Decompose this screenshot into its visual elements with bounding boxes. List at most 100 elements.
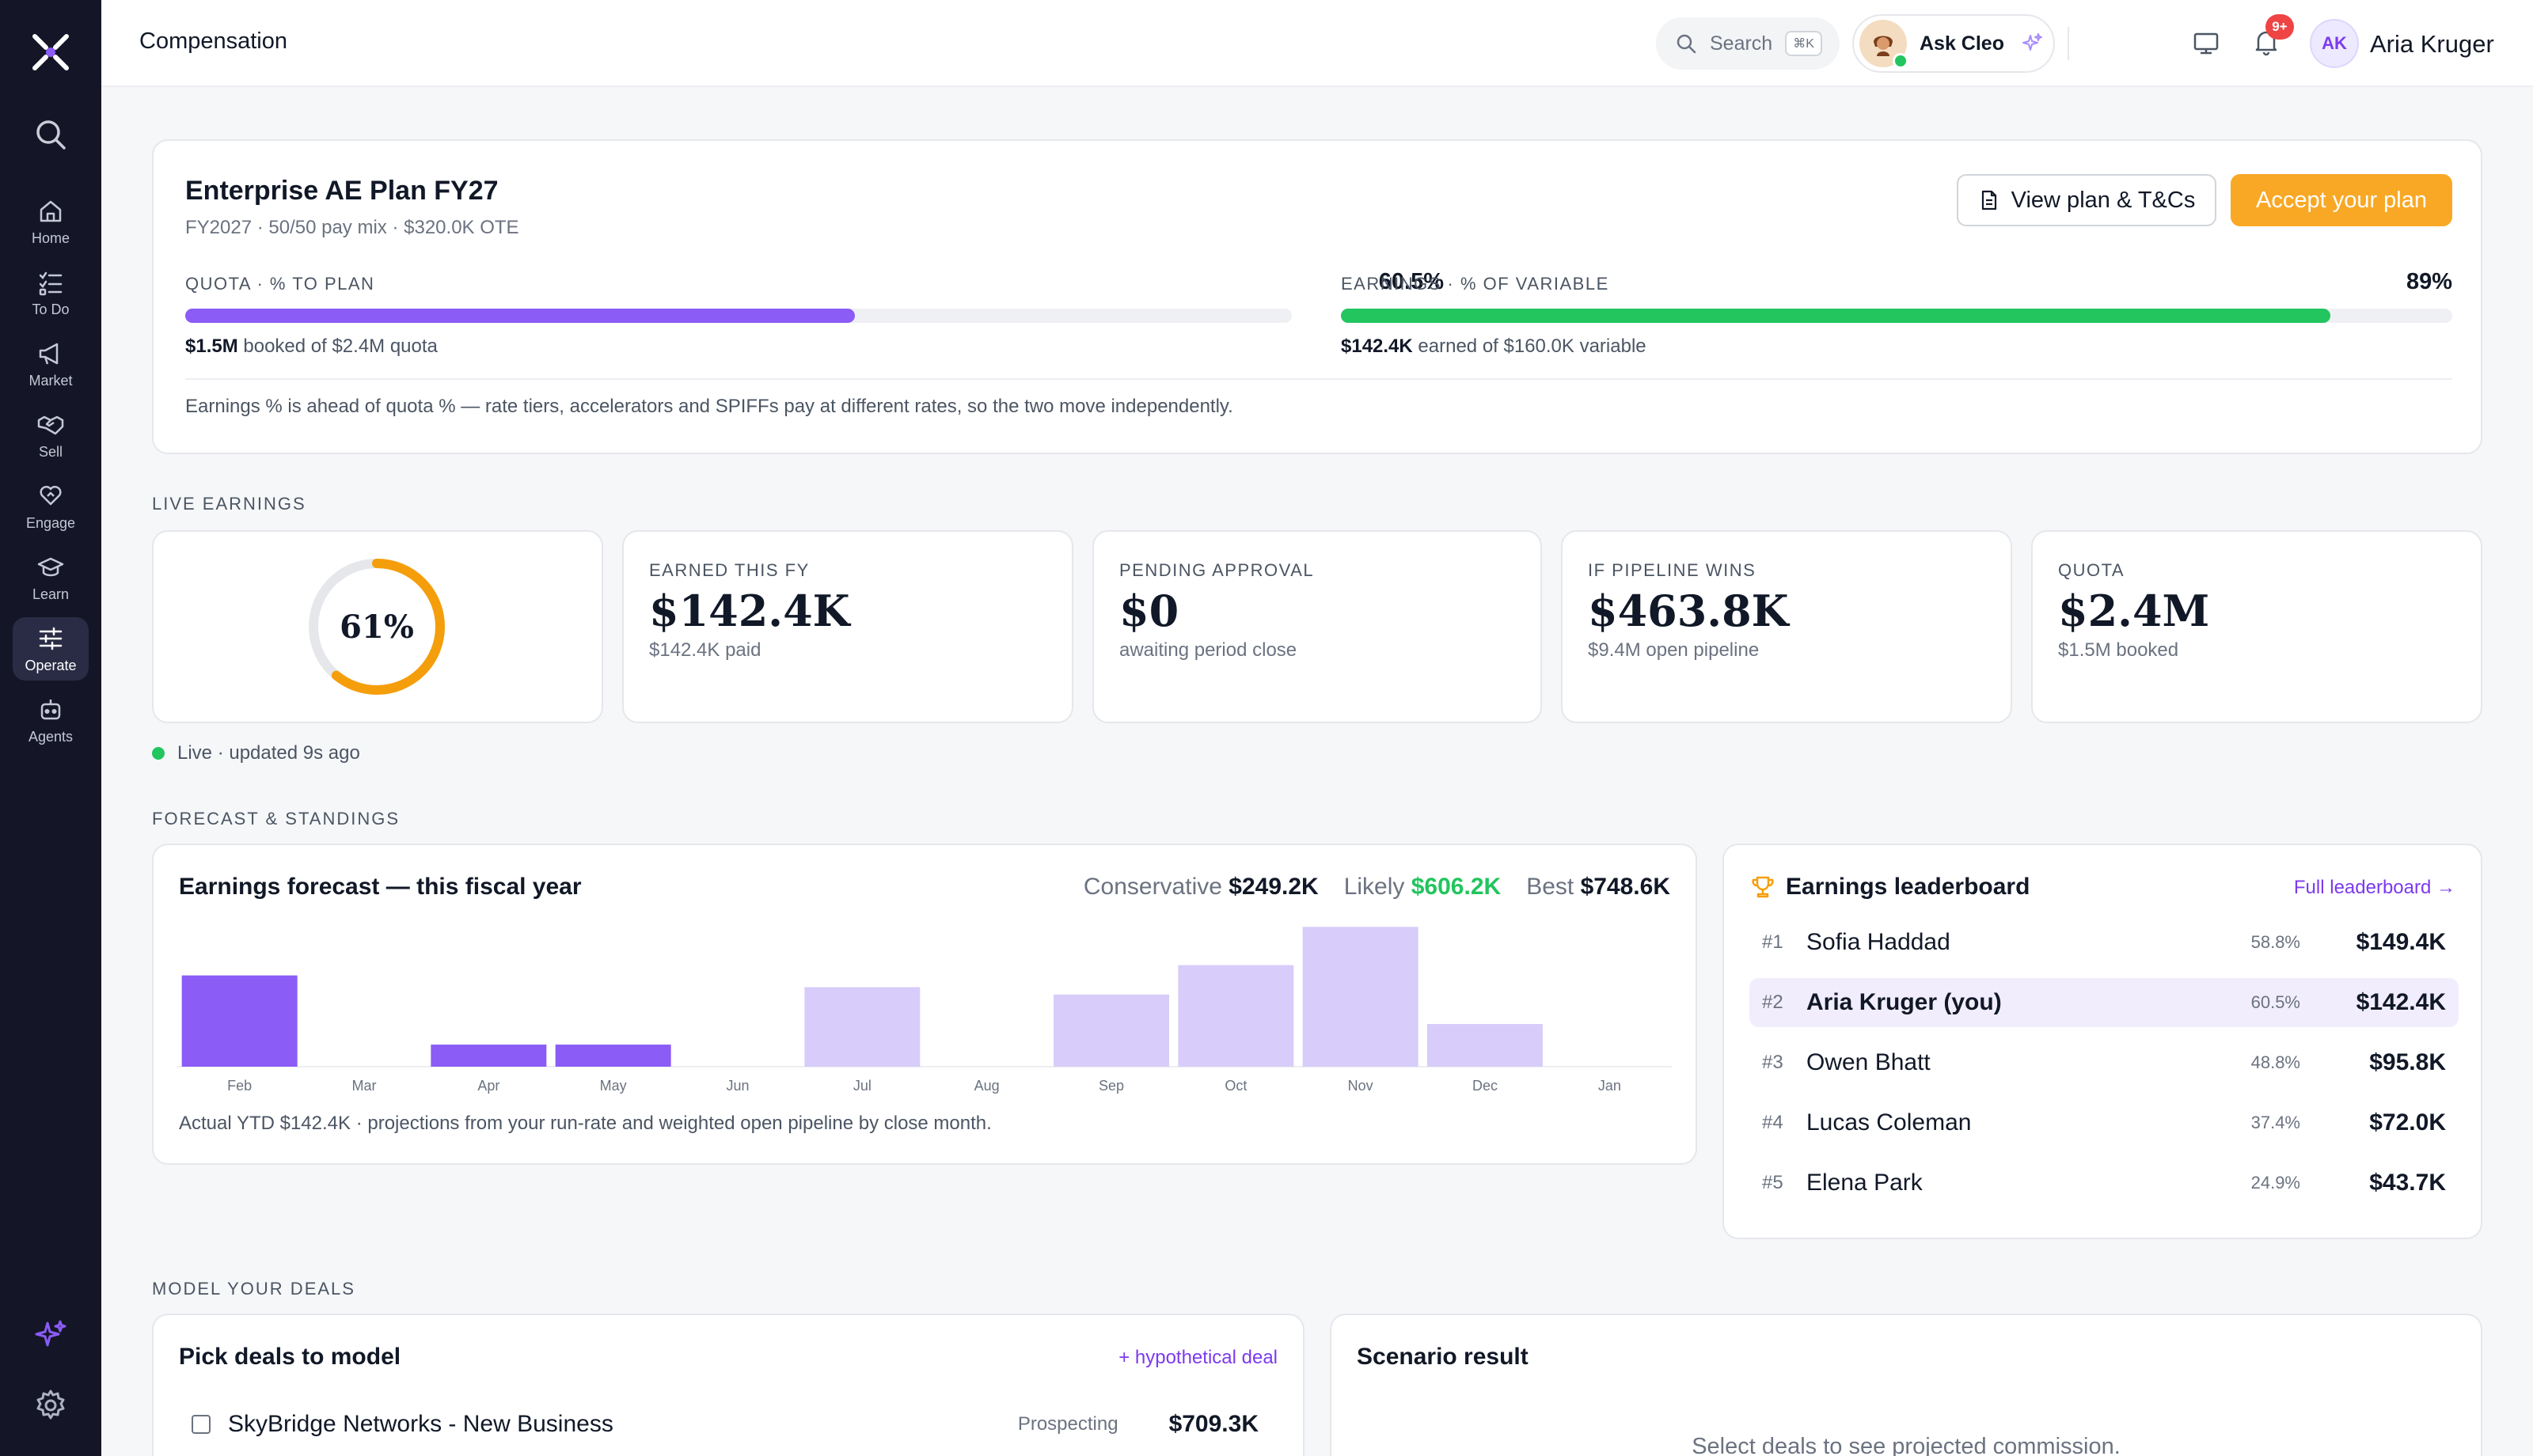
home-icon bbox=[40, 200, 62, 222]
kpi-card-pipeline: IF PIPELINE WINS $463.8K $9.4M open pipe… bbox=[1561, 530, 2012, 723]
forecast-bar-may[interactable] bbox=[555, 1045, 671, 1067]
kpi-subtext: $9.4M open pipeline bbox=[1588, 639, 1760, 661]
sidebar-item-label: Learn bbox=[32, 586, 70, 602]
leaderboard-row-current-user[interactable]: #2 Aria Kruger (you) 60.5% $142.4K bbox=[1749, 978, 2459, 1027]
divider bbox=[185, 378, 2452, 380]
graduation-cap-icon bbox=[37, 557, 64, 576]
kpi-value: $0 bbox=[1119, 586, 1179, 636]
forecast-title: Earnings forecast — this fiscal year bbox=[179, 874, 582, 900]
live-status-text: Live · updated 9s ago bbox=[177, 742, 360, 764]
gear-icon[interactable] bbox=[32, 1386, 70, 1424]
topbar-divider bbox=[2068, 27, 2069, 60]
leaderboard-title: Earnings leaderboard bbox=[1749, 874, 2030, 901]
scenario-card: Scenario result Select deals to see proj… bbox=[1330, 1314, 2482, 1456]
live-status: Live · updated 9s ago bbox=[152, 742, 360, 764]
earnings-progress-fill bbox=[1341, 309, 2330, 323]
scenario-likely: Likely $606.2K bbox=[1344, 874, 1501, 901]
leaderboard-row[interactable]: #5 Elena Park 24.9% $43.7K bbox=[1749, 1158, 2459, 1208]
sidebar-item-agents[interactable]: Agents bbox=[13, 688, 89, 752]
x-tick-label: Oct bbox=[1225, 1078, 1247, 1094]
quota-summary-rest: booked of $2.4M quota bbox=[237, 336, 438, 357]
monitor-icon[interactable] bbox=[2191, 28, 2221, 59]
sidebar-item-label: Engage bbox=[25, 514, 76, 531]
forecast-bar-nov[interactable] bbox=[1302, 927, 1418, 1067]
deals-card: Pick deals to model + hypothetical deal … bbox=[152, 1314, 1304, 1456]
sidebar-item-label: Home bbox=[31, 229, 70, 246]
scenario-value: $748.6K bbox=[1580, 874, 1670, 900]
quota-summary: $1.5M booked of $2.4M quota bbox=[185, 336, 438, 358]
view-plan-label: View plan & T&Cs bbox=[2011, 187, 2196, 213]
scenario-label: Likely bbox=[1343, 874, 1405, 900]
deal-stage: Prospecting bbox=[1017, 1413, 1118, 1435]
sidebar-item-sell[interactable]: Sell bbox=[13, 404, 89, 467]
section-label-live-earnings: LIVE EARNINGS bbox=[152, 494, 306, 514]
view-plan-button[interactable]: View plan & T&Cs bbox=[1957, 174, 2216, 226]
plan-title: Enterprise AE Plan FY27 bbox=[185, 176, 499, 206]
kpi-subtext: awaiting period close bbox=[1119, 639, 1297, 661]
forecast-bar-dec[interactable] bbox=[1427, 1024, 1543, 1067]
leaderboard-row[interactable]: #4 Lucas Coleman 37.4% $72.0K bbox=[1749, 1098, 2459, 1147]
section-label-forecast: FORECAST & STANDINGS bbox=[152, 809, 401, 828]
leaderboard-rank: #3 bbox=[1762, 1052, 1783, 1073]
sidebar-item-engage[interactable]: Engage bbox=[13, 475, 89, 538]
kpi-card-quota: QUOTA $2.4M $1.5M booked bbox=[2031, 530, 2482, 723]
leaderboard-rank: #4 bbox=[1762, 1112, 1783, 1133]
forecast-footnote: Actual YTD $142.4K · projections from yo… bbox=[179, 1113, 992, 1134]
top-bar: Compensation bbox=[101, 0, 2533, 87]
leaderboard-row[interactable]: #1 Sofia Haddad 58.8% $149.4K bbox=[1749, 918, 2459, 967]
search-icon[interactable] bbox=[32, 116, 70, 154]
avatar[interactable]: AK bbox=[2310, 19, 2359, 68]
leaderboard-row[interactable]: #3 Owen Bhatt 48.8% $95.8K bbox=[1749, 1038, 2459, 1087]
user-name[interactable]: Aria Kruger bbox=[2370, 30, 2494, 58]
forecast-bar-chart: Feb Mar Apr May Jun Jul Aug Sep Oct Nov Dec Jan bbox=[177, 927, 1672, 1094]
deal-checkbox[interactable] bbox=[192, 1415, 211, 1434]
accept-plan-button[interactable]: Accept your plan bbox=[2231, 174, 2452, 226]
forecast-bar-jul[interactable] bbox=[804, 987, 921, 1067]
earnings-summary-rest: earned of $160.0K variable bbox=[1412, 336, 1646, 357]
leaderboard-rank: #1 bbox=[1762, 931, 1783, 953]
forecast-bar-oct[interactable] bbox=[1178, 965, 1294, 1067]
plan-subtitle: FY2027 · 50/50 pay mix · $320.0K OTE bbox=[185, 217, 519, 238]
kpi-label: QUOTA bbox=[2058, 560, 2125, 580]
scenario-best: Best $748.6K bbox=[1526, 874, 1670, 901]
sparkle-icon[interactable] bbox=[32, 1317, 70, 1355]
quota-progress-bar bbox=[185, 309, 1292, 323]
search-label: Search bbox=[1710, 32, 1773, 55]
leaderboard-percent: 37.4% bbox=[2250, 1113, 2300, 1132]
x-tick-label: Jul bbox=[853, 1078, 872, 1094]
kpi-subtext: $142.4K paid bbox=[649, 639, 761, 661]
ring-percent: 61% bbox=[340, 608, 414, 646]
ask-cleo-button[interactable]: Ask Cleo bbox=[1852, 14, 2055, 73]
earnings-progress-bar bbox=[1341, 309, 2452, 323]
earnings-summary: $142.4K earned of $160.0K variable bbox=[1341, 336, 1646, 358]
deal-amount: $709.3K bbox=[1168, 1411, 1259, 1437]
scenario-label: Conservative bbox=[1083, 874, 1222, 900]
full-leaderboard-link[interactable]: Full leaderboard → bbox=[2293, 877, 2455, 898]
kpi-label: IF PIPELINE WINS bbox=[1588, 560, 1756, 580]
x-tick-label: Mar bbox=[352, 1078, 377, 1094]
sidebar-item-label: Market bbox=[28, 372, 73, 389]
kpi-value: $463.8K bbox=[1588, 586, 1789, 636]
leaderboard-rank: #5 bbox=[1762, 1172, 1783, 1193]
forecast-bar-apr[interactable] bbox=[431, 1045, 547, 1067]
sidebar-item-learn[interactable]: Learn bbox=[13, 546, 89, 609]
sidebar-item-market[interactable]: Market bbox=[13, 332, 89, 396]
leaderboard-percent: 58.8% bbox=[2250, 932, 2300, 952]
kpi-card-earned: EARNED THIS FY $142.4K $142.4K paid bbox=[622, 530, 1073, 723]
leaderboard-amount: $142.4K bbox=[2356, 989, 2446, 1015]
app-logo[interactable] bbox=[28, 30, 73, 74]
add-hypothetical-deal-link[interactable]: + hypothetical deal bbox=[1118, 1347, 1278, 1368]
sidebar-item-operate[interactable]: Operate bbox=[13, 617, 89, 681]
deal-row[interactable]: SkyBridge Networks - New Business Prospe… bbox=[192, 1401, 1268, 1448]
forecast-bar-feb[interactable] bbox=[181, 975, 298, 1067]
scenario-value: $249.2K bbox=[1229, 874, 1319, 900]
online-indicator bbox=[1893, 53, 1908, 69]
quota-booked: $1.5M bbox=[185, 336, 238, 357]
earnings-label: EARNINGS · % OF VARIABLE bbox=[1341, 274, 1609, 294]
sidebar-item-label: Operate bbox=[25, 657, 77, 673]
forecast-bar-sep[interactable] bbox=[1054, 994, 1169, 1067]
sidebar-item-todo[interactable]: To Do bbox=[13, 261, 89, 324]
sidebar-item-home[interactable]: Home bbox=[13, 190, 89, 253]
x-tick-label: Apr bbox=[477, 1078, 499, 1094]
search-button[interactable]: Search ⌘K bbox=[1656, 17, 1840, 70]
